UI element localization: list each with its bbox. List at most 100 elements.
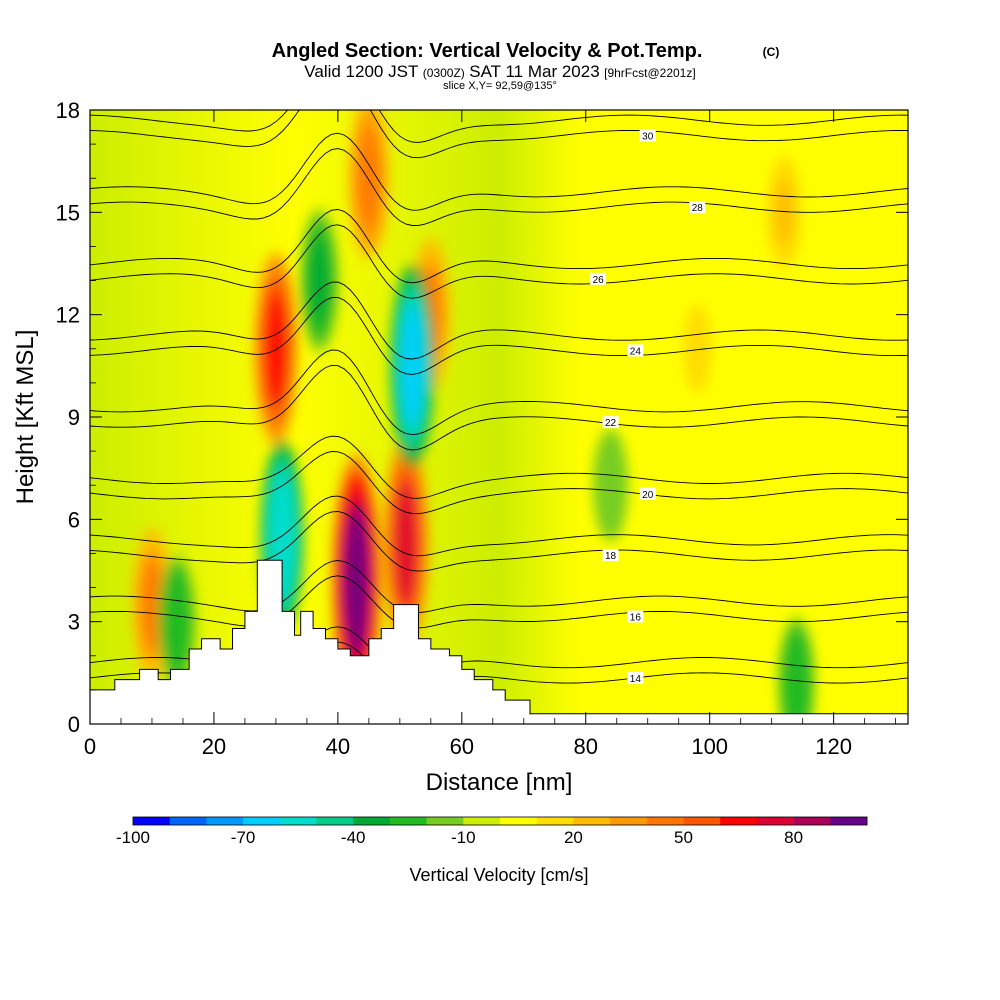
colorbar-swatch-19 xyxy=(830,817,868,825)
isentrope-20-line-0 xyxy=(90,451,908,515)
updraft-core-0-ring-3 xyxy=(343,505,370,656)
colorbar-tick--40: -40 xyxy=(341,828,366,847)
isentrope-30-line-0 xyxy=(90,110,908,159)
colorbar-swatch-12 xyxy=(573,817,611,825)
chart-subtitle: Valid 1200 JST (0300Z) SAT 11 Mar 2023 [… xyxy=(304,62,695,81)
title-block: Angled Section: Vertical Velocity & Pot.… xyxy=(272,40,780,92)
isentrope-26-label: 26 xyxy=(593,275,605,286)
isentrope-30-label: 30 xyxy=(642,132,654,143)
isentrope-16-label: 16 xyxy=(630,613,642,624)
downdraft-core-5-ring-3 xyxy=(786,643,807,723)
x-tick-label-40: 40 xyxy=(326,734,350,759)
colorbar-swatch-2 xyxy=(206,817,244,825)
slice-label: slice X,Y= 92,59@135° xyxy=(443,80,557,92)
isentrope-18-label: 18 xyxy=(605,551,617,562)
updraft-core-7-ring-3 xyxy=(688,317,707,380)
isentrope-28-line-0 xyxy=(90,148,908,226)
y-tick-label-3: 3 xyxy=(68,610,80,635)
x-tick-label-80: 80 xyxy=(574,734,598,759)
velocity-field xyxy=(132,110,816,724)
isentrope-34-line-1 xyxy=(90,0,908,5)
colorbar-swatch-11 xyxy=(536,817,574,825)
isentrope-22-label: 22 xyxy=(605,418,617,429)
isentrope-18-line-1 xyxy=(90,495,908,557)
colorbar-swatch-5 xyxy=(316,817,354,825)
isentrope-26-line-0 xyxy=(90,224,908,299)
colorbar-swatch-4 xyxy=(279,817,317,825)
colorbar-tick-50: 50 xyxy=(674,828,693,847)
y-tick-label-12: 12 xyxy=(56,303,80,328)
isentrope-26-line-1 xyxy=(90,209,908,284)
colorbar-tick-20: 20 xyxy=(564,828,583,847)
isentrope-18-line-0 xyxy=(90,511,908,572)
colorbar-swatch-8 xyxy=(426,817,464,825)
colorbar xyxy=(132,816,868,826)
colorbar-label: Vertical Velocity [cm/s] xyxy=(409,865,588,885)
colorbar-swatch-3 xyxy=(243,817,281,825)
y-tick-label-6: 6 xyxy=(68,507,80,532)
terrain-mask xyxy=(90,559,908,724)
colorbar-swatch-6 xyxy=(353,817,391,825)
colorbar-tick-labels: -100 -70 -40 -10 20 50 80 xyxy=(116,828,803,847)
downdraft-core-1-ring-3 xyxy=(400,305,425,426)
isentrope-14-label-bg xyxy=(627,671,644,684)
colorbar-swatch-17 xyxy=(756,817,794,825)
isentrope-24-line-0 xyxy=(90,297,908,375)
colorbar-swatch-15 xyxy=(683,817,721,825)
x-tick-label-60: 60 xyxy=(450,734,474,759)
colorbar-tick--70: -70 xyxy=(231,828,256,847)
plot-area: 1416182022242628303234 xyxy=(90,0,908,724)
x-tick-label-100: 100 xyxy=(691,734,728,759)
colorbar-frame xyxy=(132,816,868,826)
x-axis-label: Distance [nm] xyxy=(426,769,573,796)
chart-title: Angled Section: Vertical Velocity & Pot.… xyxy=(272,40,703,62)
y-axis: 0 3 6 9 12 15 18 xyxy=(56,98,908,737)
downdraft-core-2-ring-3 xyxy=(309,237,330,324)
isentrope-18-label-bg xyxy=(602,549,619,562)
colorbar-swatch-13 xyxy=(610,817,648,825)
isentrope-20-line-1 xyxy=(90,435,908,499)
isentrope-28-line-1 xyxy=(90,132,908,211)
isentrope-28-label: 28 xyxy=(692,203,704,214)
isentrope-16-line-1 xyxy=(90,560,908,614)
updraft-core-2-ring-3 xyxy=(264,291,288,406)
y-tick-label-0: 0 xyxy=(68,712,80,737)
downdraft-core-4-ring-3 xyxy=(601,451,621,520)
isentrope-22-line-1 xyxy=(90,349,908,436)
colorbar-tick-80: 80 xyxy=(784,828,803,847)
isentrope-lines: 1416182022242628303234 xyxy=(90,0,908,690)
downdraft-core-3-ring-3 xyxy=(166,582,187,662)
colorbar-swatch-7 xyxy=(389,817,427,825)
isentrope-30-label-bg xyxy=(639,129,656,142)
isentrope-28-label-bg xyxy=(689,201,706,214)
y-tick-label-15: 15 xyxy=(56,200,80,225)
isentrope-16-line-0 xyxy=(90,575,908,629)
updraft-core-1-ring-3 xyxy=(393,480,419,607)
updraft-core-5-ring-3 xyxy=(141,559,163,651)
isentrope-20-label: 20 xyxy=(642,490,654,501)
colorbar-swatch-0 xyxy=(133,817,170,825)
x-tick-label-20: 20 xyxy=(202,734,226,759)
x-tick-label-120: 120 xyxy=(815,734,852,759)
isentrope-20-label-bg xyxy=(639,487,656,500)
y-axis-label: Height [Kft MSL] xyxy=(12,330,39,505)
colorbar-tick--100: -100 xyxy=(116,828,150,847)
x-tick-label-0: 0 xyxy=(84,734,96,759)
isentrope-14-label: 14 xyxy=(630,674,642,685)
isentrope-26-label-bg xyxy=(590,272,607,285)
title-suffix: (C) xyxy=(763,45,780,59)
colorbar-swatch-1 xyxy=(169,817,207,825)
colorbar-swatch-9 xyxy=(463,817,501,825)
colorbar-swatch-10 xyxy=(500,817,537,825)
x-axis: 0 20 40 60 80 100 120 xyxy=(84,110,897,759)
isentrope-16-label-bg xyxy=(627,610,644,623)
colorbar-tick--10: -10 xyxy=(451,828,476,847)
colorbar-swatch-14 xyxy=(646,817,684,825)
y-tick-label-18: 18 xyxy=(56,98,80,123)
isentrope-22-label-bg xyxy=(602,416,619,429)
isentrope-24-label-bg xyxy=(627,344,644,357)
y-tick-label-9: 9 xyxy=(68,405,80,430)
isentrope-30-line-1 xyxy=(90,110,908,143)
updraft-core-6-ring-3 xyxy=(774,178,794,247)
